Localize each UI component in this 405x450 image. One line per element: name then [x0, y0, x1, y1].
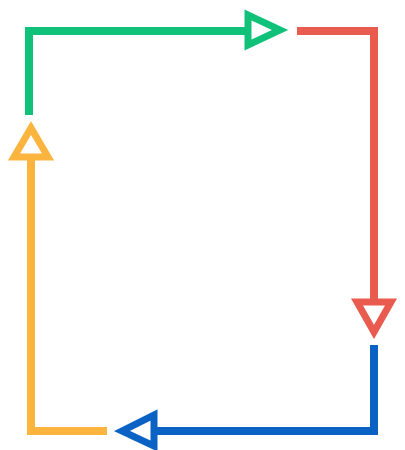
arrow-left-line: [27, 158, 107, 435]
arrow-left: [7, 121, 107, 435]
arrow-bottom-line: [155, 345, 378, 435]
arrow-top-line: [25, 27, 246, 115]
arrow-bottom-head: [113, 409, 158, 450]
arrow-right-head: [350, 298, 398, 340]
arrow-right: [297, 27, 398, 340]
arrow-bottom: [113, 345, 378, 450]
arrow-top-head: [244, 9, 289, 51]
arrow-top: [25, 9, 289, 115]
arrow-left-head: [7, 121, 55, 161]
arrow-right-line: [297, 27, 378, 300]
